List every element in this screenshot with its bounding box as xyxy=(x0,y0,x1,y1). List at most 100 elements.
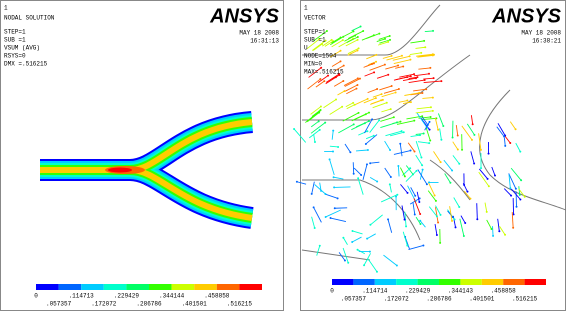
plot-title: NODAL SOLUTION xyxy=(4,15,55,22)
vector-arrow-head xyxy=(519,198,521,200)
vector-arrow-head xyxy=(458,163,460,165)
vector-arrow-head xyxy=(421,164,423,166)
vector-arrow-head xyxy=(326,30,328,32)
legend-label: .229429 xyxy=(405,288,431,295)
vector-arrow-head xyxy=(461,149,463,151)
vector-arrow-head xyxy=(314,141,316,143)
vector-arrow-head xyxy=(399,121,401,123)
vector-arrow-head xyxy=(409,167,411,169)
vector-arrow-head xyxy=(406,100,408,102)
vector-arrow-head xyxy=(384,64,386,66)
vector-arrow-head xyxy=(371,63,373,65)
vector-arrow-head xyxy=(356,84,358,86)
vector-arrow-head xyxy=(524,196,526,198)
vector-arrow-head xyxy=(378,119,380,121)
vector-arrow-head xyxy=(428,181,430,183)
vector-arrow-head xyxy=(340,60,342,62)
vector-arrow-head xyxy=(344,260,346,262)
vector-arrow-head xyxy=(342,39,344,41)
legend-label: 0 xyxy=(330,288,334,295)
vector-arrow-head xyxy=(457,148,459,150)
plot-info: SUB =1 xyxy=(4,37,26,44)
vector-arrow-head xyxy=(414,150,416,152)
vector-arrow-head xyxy=(384,38,386,40)
vector-arrow-head xyxy=(404,175,406,177)
vector-arrow-head xyxy=(325,216,327,218)
vector-arrow-head xyxy=(371,118,373,120)
vector-arrow-head xyxy=(419,134,421,136)
vector-arrow-head xyxy=(396,264,398,266)
vector-arrow-head xyxy=(451,220,453,222)
vector-arrow-head xyxy=(368,112,370,114)
vector-arrow xyxy=(425,31,433,32)
vector-arrow-head xyxy=(449,182,451,184)
vector-arrow-head xyxy=(373,135,375,137)
vector-arrow-head xyxy=(429,121,431,123)
vector-arrow-head xyxy=(382,99,384,101)
vector-arrow-head xyxy=(437,129,439,131)
vector-arrow-head xyxy=(426,183,428,185)
time: 16:31:13 xyxy=(250,38,279,45)
vector-arrow-head xyxy=(347,262,349,264)
legend-label: .057357 xyxy=(341,296,367,303)
vector-arrow-head xyxy=(367,149,369,151)
vector-arrow-head xyxy=(488,153,490,155)
vector-arrow-head xyxy=(343,65,345,67)
vector-arrow-head xyxy=(410,75,412,77)
vector-arrow-head xyxy=(401,130,403,132)
legend-label: 0 xyxy=(34,293,38,300)
vector-arrow-head xyxy=(476,218,478,220)
vector-arrow-head xyxy=(432,54,434,56)
vector-arrow-head xyxy=(387,41,389,43)
vector-arrow-head xyxy=(473,162,475,164)
vector-arrow-head xyxy=(296,181,298,183)
vector-arrow-head xyxy=(480,149,482,151)
legend-swatch xyxy=(375,279,396,285)
vector-arrow-head xyxy=(376,271,378,273)
legend-label: .516215 xyxy=(227,301,253,308)
vector-arrow-head xyxy=(469,198,471,200)
vector-arrow-head xyxy=(452,136,454,138)
vector-arrow-head xyxy=(351,241,353,243)
screenshot: 1NODAL SOLUTIONSTEP=1SUB =1VSUM (AVG)RSY… xyxy=(0,0,566,311)
vector-arrow-head xyxy=(436,234,438,236)
vector-arrow-head xyxy=(366,163,368,165)
vector-arrow-head xyxy=(360,174,362,176)
vector-arrow-head xyxy=(362,30,364,32)
vector-arrow-head xyxy=(358,47,360,49)
vector-arrow-head xyxy=(420,52,422,54)
vector-arrow-head xyxy=(313,206,315,208)
legend-swatch xyxy=(439,279,460,285)
vector-arrow-head xyxy=(342,36,344,38)
legend-swatch xyxy=(239,284,262,290)
vector-arrow-head xyxy=(432,97,434,99)
vector-arrow-head xyxy=(320,106,322,108)
vector-arrow-head xyxy=(519,151,521,153)
right-panel xyxy=(301,1,566,311)
vector-arrow-head xyxy=(395,91,397,93)
vector-arrow-head xyxy=(455,226,457,228)
vector-arrow-head xyxy=(369,251,371,253)
vector-arrow-head xyxy=(466,191,468,193)
vector-arrow-head xyxy=(391,55,393,57)
vector-arrow-head xyxy=(344,90,346,92)
contour-band xyxy=(108,168,132,173)
vector-arrow-head xyxy=(318,120,320,122)
vector-arrow-head xyxy=(419,223,421,225)
vector-arrow-head xyxy=(390,108,392,110)
vector-arrow-head xyxy=(509,142,511,144)
plot-info: MAX=.516215 xyxy=(304,69,344,76)
vector-arrow-head xyxy=(389,35,391,37)
vector-arrow-head xyxy=(416,170,418,172)
vector-arrow-head xyxy=(406,245,408,247)
legend-label: .057357 xyxy=(46,301,72,308)
vector-arrow-head xyxy=(452,216,454,218)
vector-arrow-head xyxy=(389,149,391,151)
vector-arrow-head xyxy=(480,167,482,169)
vector-arrow xyxy=(493,226,494,236)
vector-arrow-head xyxy=(471,139,473,141)
vector-arrow-head xyxy=(440,161,442,163)
plot-info: U xyxy=(304,45,308,52)
vector-arrow-head xyxy=(355,88,357,90)
legend-swatch xyxy=(482,279,503,285)
